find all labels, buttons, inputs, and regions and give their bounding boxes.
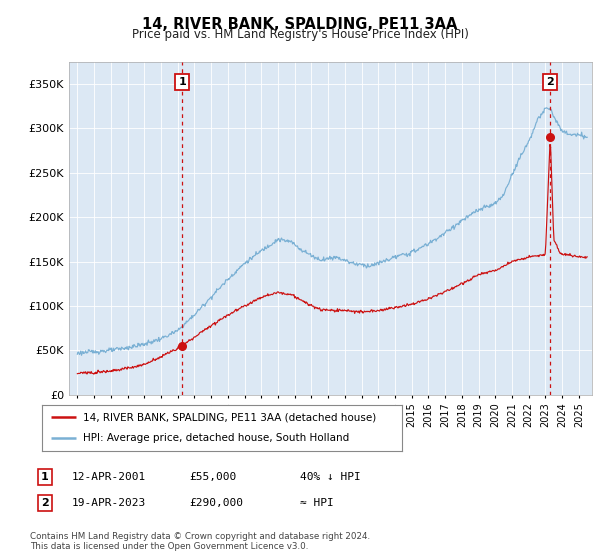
Text: 1: 1 [178,77,186,87]
Text: Contains HM Land Registry data © Crown copyright and database right 2024.
This d: Contains HM Land Registry data © Crown c… [30,532,370,552]
Text: 40% ↓ HPI: 40% ↓ HPI [300,472,361,482]
Text: 2: 2 [547,77,554,87]
Text: 1: 1 [41,472,49,482]
Text: ≈ HPI: ≈ HPI [300,498,334,508]
Text: HPI: Average price, detached house, South Holland: HPI: Average price, detached house, Sout… [83,433,350,444]
Text: 19-APR-2023: 19-APR-2023 [72,498,146,508]
Text: Price paid vs. HM Land Registry's House Price Index (HPI): Price paid vs. HM Land Registry's House … [131,28,469,41]
Text: £290,000: £290,000 [189,498,243,508]
Text: 14, RIVER BANK, SPALDING, PE11 3AA: 14, RIVER BANK, SPALDING, PE11 3AA [142,17,458,32]
Text: 14, RIVER BANK, SPALDING, PE11 3AA (detached house): 14, RIVER BANK, SPALDING, PE11 3AA (deta… [83,412,377,422]
Text: 2: 2 [41,498,49,508]
Text: £55,000: £55,000 [189,472,236,482]
Text: 12-APR-2001: 12-APR-2001 [72,472,146,482]
